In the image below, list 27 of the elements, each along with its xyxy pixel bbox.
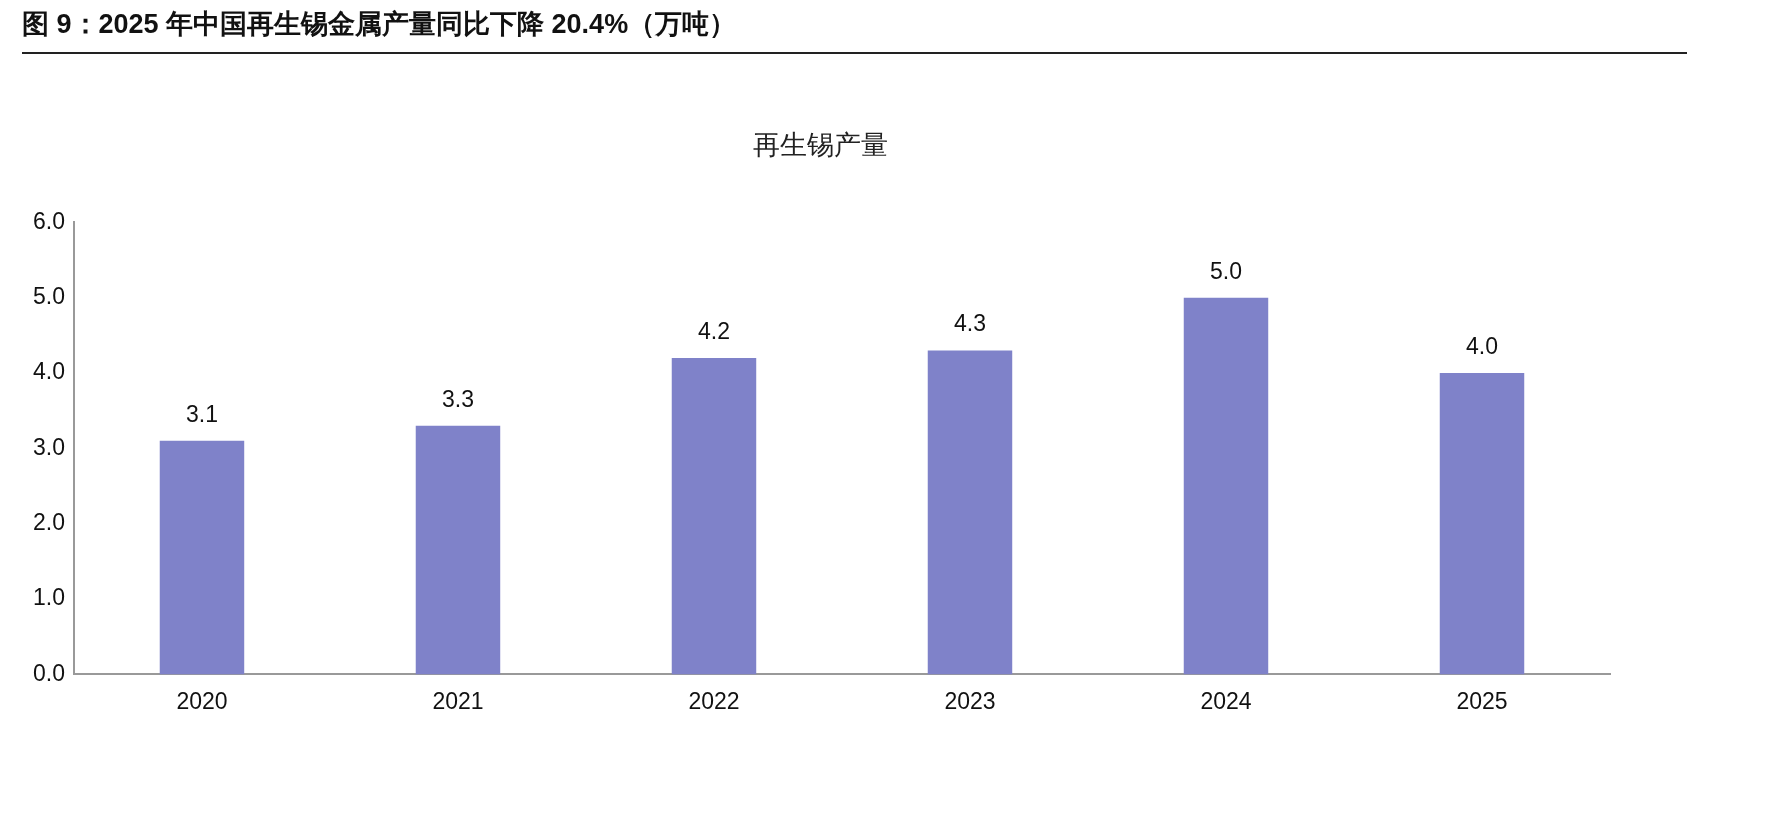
y-tick-label: 6.0 [32, 207, 65, 234]
y-tick-label: 3.0 [32, 433, 65, 460]
data-label: 3.1 [185, 400, 218, 427]
y-tick-label: 1.0 [32, 584, 65, 611]
bar [159, 440, 245, 675]
x-tick-label: 2021 [432, 687, 484, 714]
bar [1183, 297, 1269, 675]
chart-subtitle: 再生锡产量 [752, 129, 888, 160]
y-tick-label: 2.0 [32, 509, 65, 536]
bar [1439, 373, 1525, 675]
y-tick-label: 0.0 [32, 659, 65, 686]
y-tick-label: 4.0 [32, 358, 65, 385]
chart-title: 图 9：2025 年中国再生锡金属产量同比下降 20.4%（万吨） [22, 6, 1687, 54]
data-label: 3.3 [441, 385, 474, 412]
bar [671, 358, 757, 675]
x-tick-label: 2024 [1200, 687, 1252, 714]
data-label: 4.2 [697, 317, 730, 344]
data-label: 4.0 [1466, 332, 1498, 359]
x-tick-label: 2020 [176, 687, 228, 714]
bar [927, 350, 1013, 675]
data-label: 5.0 [1210, 257, 1242, 284]
y-tick-label: 5.0 [32, 283, 65, 310]
bar [415, 425, 501, 675]
data-label: 4.3 [954, 310, 986, 337]
x-tick-label: 2025 [1456, 687, 1508, 714]
x-tick-label: 2023 [944, 687, 996, 714]
x-tick-label: 2022 [688, 687, 740, 714]
